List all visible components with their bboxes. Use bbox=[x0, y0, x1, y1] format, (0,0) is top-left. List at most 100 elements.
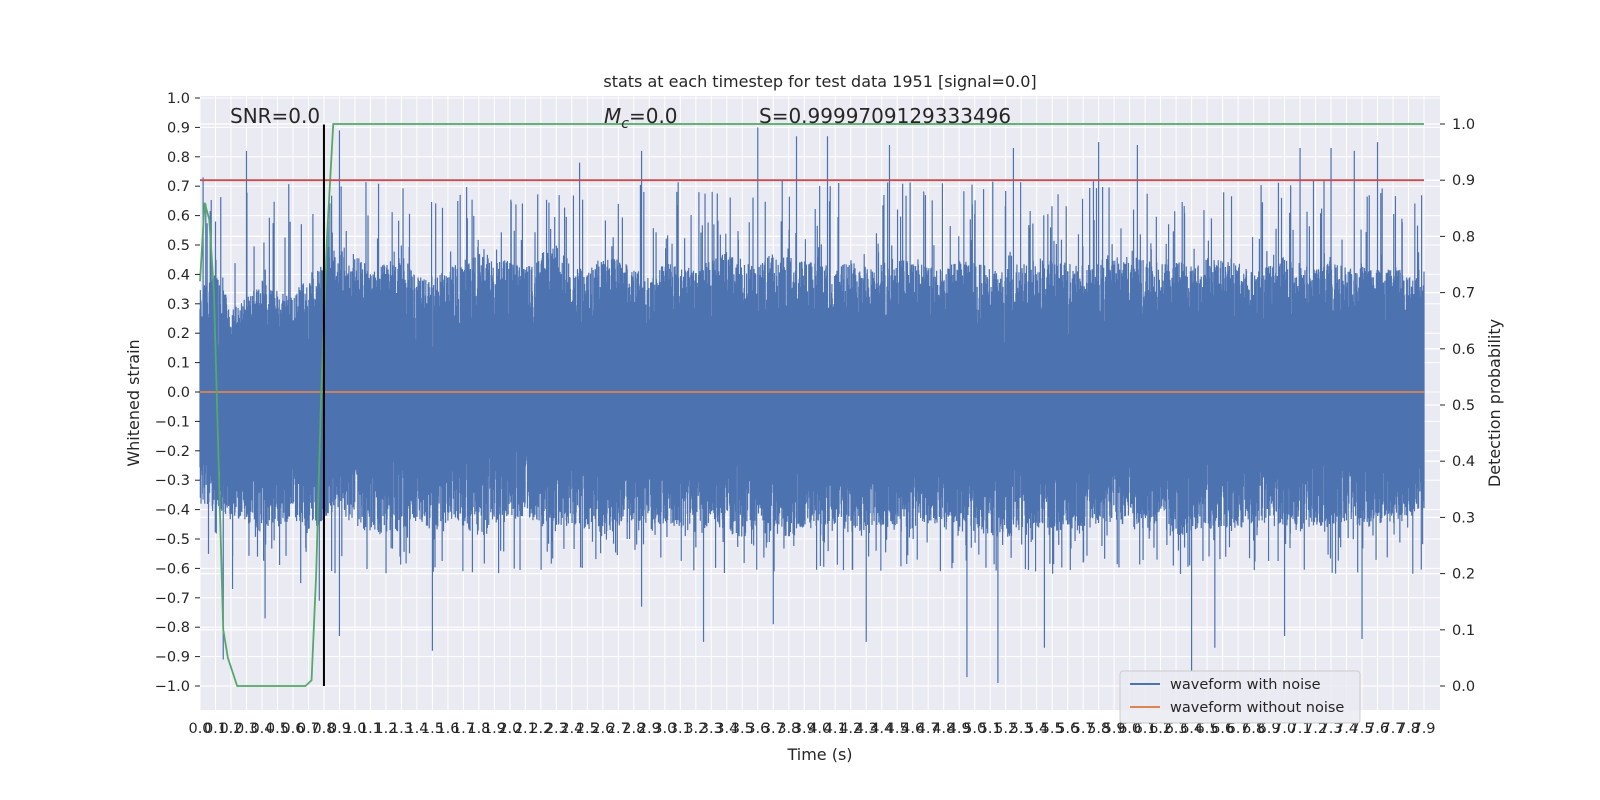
x-tick-label: 3.6 bbox=[746, 721, 769, 737]
y-axis-label: Whitened strain bbox=[124, 339, 143, 466]
series-lines bbox=[199, 123, 1424, 687]
y-tick-labels: 1.0 0.9 0.8 0.7 0.6 0.5 0.4 0.3 0.2 0.1 0.0 −0.1 −0.… bbox=[155, 91, 200, 695]
x-tick-label: 3.8 bbox=[777, 721, 800, 737]
x-tick-label: 2.3 bbox=[545, 721, 568, 737]
x-tick-label: 3.0 bbox=[653, 721, 676, 737]
x-tick-label: 1.8 bbox=[467, 721, 490, 737]
x-tick-label: 1.2 bbox=[374, 721, 397, 737]
y2-tick-label: 0.9 bbox=[1452, 173, 1475, 189]
x-tick-label: 3.9 bbox=[793, 721, 816, 737]
x-tick-label: 5.1 bbox=[979, 721, 1002, 737]
x-tick-label: 2.2 bbox=[529, 721, 552, 737]
x-tick-label: 1.6 bbox=[436, 721, 459, 737]
x-tick-label: 5.8 bbox=[1087, 721, 1110, 737]
x-tick-label: 1.7 bbox=[452, 721, 475, 737]
x-tick-label: 4.4 bbox=[870, 721, 893, 737]
y2-tick-label: 0.3 bbox=[1452, 510, 1475, 526]
mc-subscript: c bbox=[621, 116, 629, 132]
x-tick-label: 7.1 bbox=[1289, 721, 1312, 737]
x-tick-label: 7.8 bbox=[1397, 721, 1420, 737]
x-tick-label: 4.7 bbox=[917, 721, 940, 737]
x-tick-label: 5.3 bbox=[1010, 721, 1033, 737]
x-tick-label: 0.8 bbox=[312, 721, 335, 737]
x-tick-label: 2.8 bbox=[622, 721, 645, 737]
chart-title: stats at each timestep for test data 195… bbox=[603, 72, 1036, 91]
x-tick-label: 1.1 bbox=[359, 721, 382, 737]
y-tick-label: −0.7 bbox=[155, 591, 190, 607]
y2-tick-label: 0.5 bbox=[1452, 398, 1475, 414]
x-tick-label: 3.4 bbox=[715, 721, 738, 737]
y-tick-label: −0.2 bbox=[155, 444, 190, 460]
mc-symbol: M bbox=[604, 104, 621, 128]
x-tick-label: 5.7 bbox=[1072, 721, 1095, 737]
x-tick-label: 0.0 bbox=[188, 721, 211, 737]
x-tick-label: 0.5 bbox=[266, 721, 289, 737]
x-tick-label: 7.7 bbox=[1381, 721, 1404, 737]
x-tick-label: 4.1 bbox=[824, 721, 847, 737]
y2-tick-label: 0.2 bbox=[1452, 567, 1475, 583]
y2-tick-label: 0.4 bbox=[1452, 454, 1475, 470]
legend-label-noisy: waveform with noise bbox=[1170, 677, 1321, 693]
y2-tick-label: 1.0 bbox=[1452, 117, 1475, 133]
x-tick-label: 1.9 bbox=[483, 721, 506, 737]
y2-tick-label: 0.6 bbox=[1452, 342, 1475, 358]
chirp-mass-annotation: Mc=0.0 bbox=[604, 104, 678, 132]
x-tick-label: 7.6 bbox=[1366, 721, 1389, 737]
x-tick-label: 6.6 bbox=[1211, 721, 1234, 737]
x-tick-label: 1.0 bbox=[343, 721, 366, 737]
y2-tick-label: 0.1 bbox=[1452, 623, 1475, 639]
y-tick-label: 0.8 bbox=[167, 150, 190, 166]
x-tick-label: 2.1 bbox=[514, 721, 537, 737]
y-tick-label: 0.2 bbox=[167, 326, 190, 342]
y-tick-label: 0.9 bbox=[167, 120, 190, 136]
y-tick-label: 0.6 bbox=[167, 209, 190, 225]
x-tick-label: 7.5 bbox=[1350, 721, 1373, 737]
x-tick-label: 0.9 bbox=[328, 721, 351, 737]
x-tick-label: 7.3 bbox=[1320, 721, 1343, 737]
x-tick-label: 3.2 bbox=[684, 721, 707, 737]
noisy-waveform-trace bbox=[199, 127, 1425, 684]
x-tick-label: 3.5 bbox=[731, 721, 754, 737]
y-tick-label: −0.4 bbox=[155, 503, 190, 519]
x-tick-label: 2.4 bbox=[560, 721, 583, 737]
y2-tick-labels: 1.0 0.9 0.8 0.7 0.6 0.5 0.4 0.3 0.2 0.1 0.0 bbox=[1440, 117, 1475, 695]
x-tick-label: 0.7 bbox=[297, 721, 320, 737]
y-tick-label: 0.7 bbox=[167, 179, 190, 195]
x-tick-label: 5.6 bbox=[1056, 721, 1079, 737]
y-tick-label: −0.1 bbox=[155, 414, 190, 430]
x-tick-label: 4.0 bbox=[808, 721, 831, 737]
x-tick-label: 0.4 bbox=[250, 721, 273, 737]
x-tick-label: 5.4 bbox=[1025, 721, 1048, 737]
x-tick-label: 2.7 bbox=[607, 721, 630, 737]
x-tick-label: 1.5 bbox=[421, 721, 444, 737]
x-tick-label: 2.9 bbox=[638, 721, 661, 737]
x-tick-label: 4.5 bbox=[886, 721, 909, 737]
s-annotation: S=0.9999709129333496 bbox=[759, 104, 1011, 128]
x-tick-label: 4.8 bbox=[932, 721, 955, 737]
y-tick-label: −0.9 bbox=[155, 650, 190, 666]
y-tick-label: 0.1 bbox=[167, 356, 190, 372]
y-tick-label: 1.0 bbox=[167, 91, 190, 107]
y-tick-label: −0.8 bbox=[155, 620, 190, 636]
x-tick-label: 5.2 bbox=[994, 721, 1017, 737]
x-tick-label: 4.2 bbox=[839, 721, 862, 737]
x-tick-label: 0.2 bbox=[219, 721, 242, 737]
y-tick-label: 0.4 bbox=[167, 267, 190, 283]
x-tick-label: 2.6 bbox=[591, 721, 614, 737]
x-tick-label: 4.3 bbox=[855, 721, 878, 737]
y2-tick-label: 0.8 bbox=[1452, 229, 1475, 245]
legend-label-clean: waveform without noise bbox=[1170, 700, 1344, 716]
x-tick-label: 2.0 bbox=[498, 721, 521, 737]
mc-value: =0.0 bbox=[629, 104, 678, 128]
x-tick-label: 4.9 bbox=[948, 721, 971, 737]
y2-tick-label: 0.0 bbox=[1452, 679, 1475, 695]
noise-waveform bbox=[199, 127, 1425, 684]
y2-tick-label: 0.7 bbox=[1452, 286, 1475, 302]
y2-axis-label: Detection probability bbox=[1485, 319, 1504, 487]
x-tick-label: 6.5 bbox=[1196, 721, 1219, 737]
x-tick-label: 3.1 bbox=[669, 721, 692, 737]
legend: waveform with noise waveform without noi… bbox=[1119, 670, 1361, 724]
x-tick-label: 7.0 bbox=[1273, 721, 1296, 737]
y-tick-label: 0.0 bbox=[167, 385, 190, 401]
